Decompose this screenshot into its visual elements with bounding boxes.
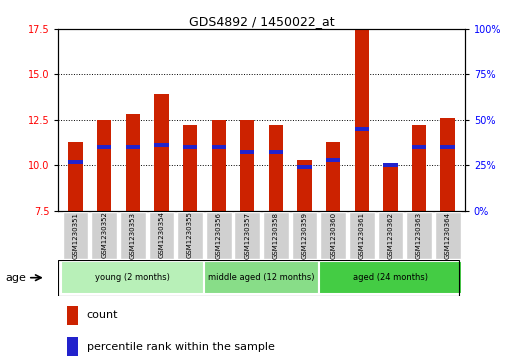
Bar: [263, 212, 289, 258]
Bar: [440, 145, 455, 149]
Bar: [125, 114, 140, 211]
Bar: [406, 212, 432, 258]
Bar: [97, 145, 111, 149]
Bar: [412, 145, 426, 149]
Bar: [91, 212, 117, 258]
Bar: [154, 143, 169, 147]
Text: GSM1230351: GSM1230351: [73, 212, 79, 258]
Bar: [148, 212, 174, 258]
Bar: [377, 212, 403, 258]
Bar: [69, 159, 83, 163]
Bar: [67, 306, 78, 325]
Bar: [97, 120, 111, 211]
Text: GSM1230356: GSM1230356: [216, 212, 221, 258]
Bar: [177, 212, 203, 258]
Text: GSM1230360: GSM1230360: [330, 212, 336, 258]
Bar: [435, 212, 461, 258]
Text: age: age: [5, 273, 26, 283]
Text: GSM1230362: GSM1230362: [388, 212, 393, 258]
Bar: [183, 125, 197, 211]
Bar: [355, 127, 369, 131]
Text: GSM1230361: GSM1230361: [359, 212, 365, 258]
Bar: [292, 212, 318, 258]
Bar: [269, 125, 283, 211]
Bar: [326, 142, 340, 211]
Bar: [125, 145, 140, 149]
Title: GDS4892 / 1450022_at: GDS4892 / 1450022_at: [189, 15, 334, 28]
Bar: [440, 118, 455, 211]
Bar: [349, 212, 375, 258]
Bar: [383, 163, 398, 167]
Bar: [67, 337, 78, 356]
Bar: [383, 165, 398, 211]
Bar: [355, 29, 369, 211]
Bar: [69, 142, 83, 211]
Text: GSM1230357: GSM1230357: [244, 212, 250, 258]
Text: GSM1230363: GSM1230363: [416, 212, 422, 258]
Bar: [320, 212, 346, 258]
Bar: [206, 212, 232, 258]
Text: GSM1230364: GSM1230364: [444, 212, 451, 258]
Bar: [240, 120, 255, 211]
Text: GSM1230353: GSM1230353: [130, 212, 136, 258]
Bar: [61, 261, 204, 294]
Bar: [319, 261, 462, 294]
Text: percentile rank within the sample: percentile rank within the sample: [87, 342, 275, 352]
Bar: [183, 145, 197, 149]
Bar: [62, 212, 88, 258]
Bar: [297, 165, 312, 169]
Text: GSM1230359: GSM1230359: [302, 212, 307, 258]
Bar: [269, 150, 283, 154]
Bar: [297, 160, 312, 211]
Text: count: count: [87, 310, 118, 320]
Text: GSM1230355: GSM1230355: [187, 212, 193, 258]
Bar: [154, 94, 169, 211]
Text: GSM1230352: GSM1230352: [101, 212, 107, 258]
Bar: [204, 261, 319, 294]
Text: young (2 months): young (2 months): [96, 273, 170, 282]
Bar: [211, 145, 226, 149]
Text: middle aged (12 months): middle aged (12 months): [208, 273, 315, 282]
Text: aged (24 months): aged (24 months): [353, 273, 428, 282]
Text: GSM1230354: GSM1230354: [158, 212, 165, 258]
Text: GSM1230358: GSM1230358: [273, 212, 279, 258]
Bar: [120, 212, 146, 258]
Bar: [211, 120, 226, 211]
Bar: [234, 212, 260, 258]
Bar: [326, 158, 340, 162]
Bar: [412, 125, 426, 211]
Bar: [240, 150, 255, 154]
